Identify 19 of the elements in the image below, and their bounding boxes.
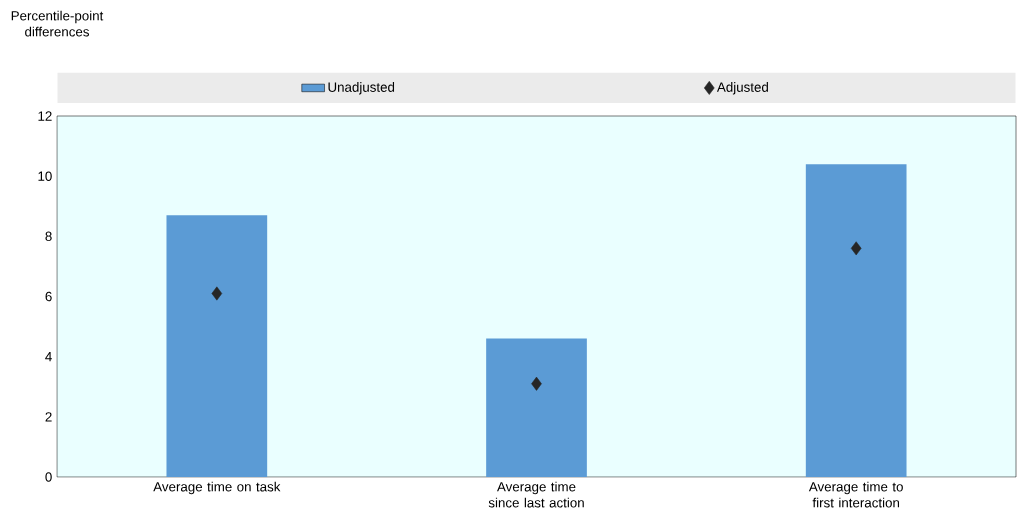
bar	[805, 164, 907, 477]
point	[211, 286, 223, 301]
legend-label: Adjusted	[716, 82, 768, 95]
point	[531, 376, 542, 391]
x-tick-label: Average time to first interaction	[808, 481, 903, 508]
legend-label: Unadjusted	[328, 82, 395, 95]
text: Percentile-point differences	[11, 10, 104, 37]
bar	[166, 215, 268, 477]
y-tick-label: 2	[45, 412, 52, 422]
y-tick-label: 0	[45, 472, 52, 482]
x-tick-label: Average time since last action	[488, 481, 584, 508]
y-tick-label: 10	[38, 171, 52, 181]
y-tick-label: 4	[45, 352, 52, 362]
y-tick-label: 6	[45, 291, 52, 302]
y-tick-label: 12	[38, 111, 52, 121]
point	[850, 241, 862, 256]
bar	[486, 338, 587, 477]
x-tick-label: Average time on task	[153, 481, 281, 495]
y-tick-label: 8	[45, 231, 52, 242]
